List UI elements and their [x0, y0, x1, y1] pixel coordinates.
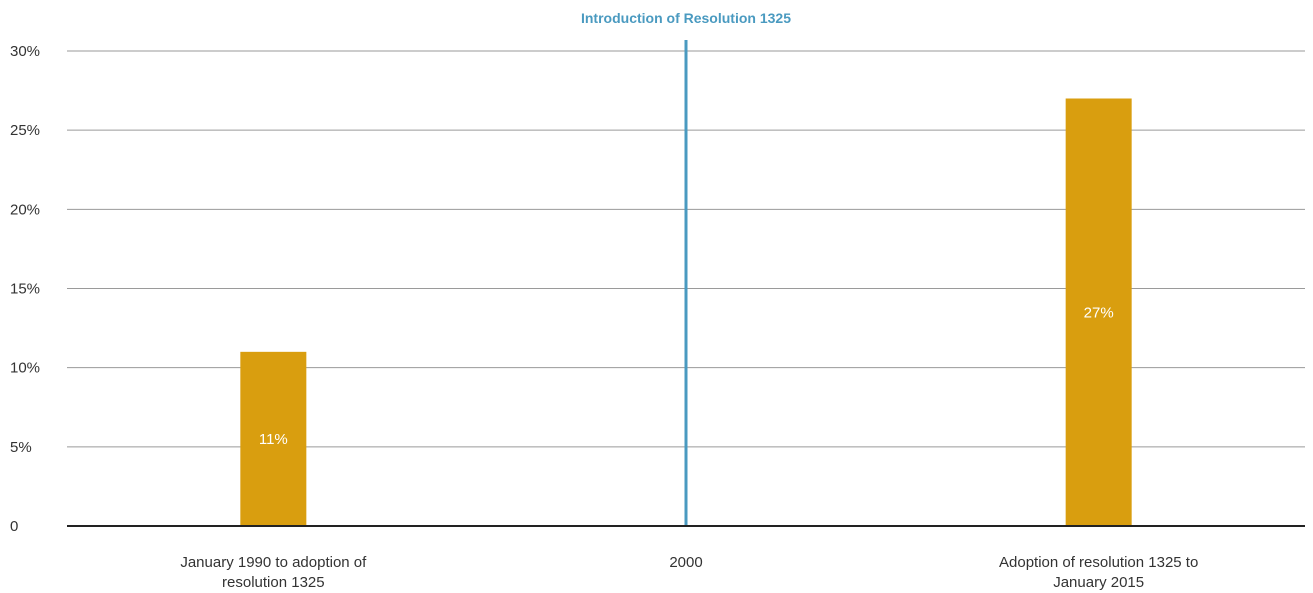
- y-tick-label: 15%: [10, 281, 40, 298]
- y-tick-label: 0: [10, 518, 18, 535]
- bar-value-label: 27%: [1084, 304, 1114, 321]
- x-category-label: January 2015: [1053, 574, 1144, 591]
- y-tick-label: 25%: [10, 122, 40, 139]
- annotation: Introduction of Resolution 1325: [581, 10, 791, 526]
- y-tick-label: 5%: [10, 439, 32, 456]
- bars: 11% 27%: [240, 98, 1132, 526]
- x-category-label: Adoption of resolution 1325 to: [999, 554, 1198, 571]
- y-tick-label: 10%: [10, 360, 40, 377]
- x-category-label: resolution 1325: [222, 574, 325, 591]
- bar-value-label: 11%: [259, 431, 288, 448]
- x-category-label: January 1990 to adoption of: [180, 554, 367, 571]
- y-tick-label: 30%: [10, 43, 40, 60]
- x-category-label: 2000: [669, 554, 702, 571]
- category-labels: January 1990 to adoption of resolution 13…: [180, 554, 1198, 591]
- bar: [240, 351, 307, 526]
- y-axis-ticks: 0 5% 10% 15% 20% 25% 30%: [10, 43, 40, 535]
- bar: [1065, 98, 1132, 526]
- y-tick-label: 20%: [10, 201, 40, 218]
- annotation-label: Introduction of Resolution 1325: [581, 10, 791, 26]
